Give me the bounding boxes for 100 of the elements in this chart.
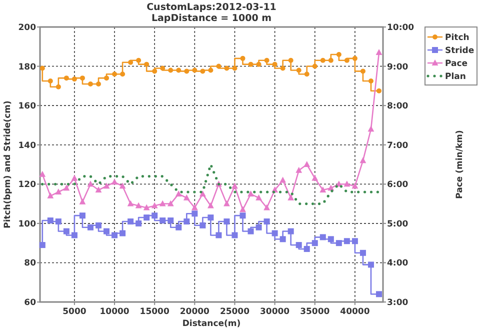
point — [192, 210, 198, 217]
point — [360, 157, 366, 164]
y-tick-label: 80 — [24, 258, 36, 269]
point — [304, 161, 310, 167]
point — [336, 52, 342, 57]
point — [128, 218, 134, 224]
point — [71, 174, 78, 181]
point — [304, 246, 310, 252]
y2-tick-label: 8:00 — [387, 102, 408, 112]
point — [152, 212, 158, 219]
point — [368, 78, 374, 84]
point — [191, 204, 198, 210]
point — [200, 222, 206, 228]
point — [368, 126, 374, 132]
legend-label: Pitch — [445, 33, 470, 43]
point — [96, 81, 101, 86]
point — [208, 214, 214, 221]
point — [192, 68, 198, 73]
point — [63, 184, 70, 191]
y2-tick-label: 6:00 — [387, 180, 408, 190]
point — [136, 58, 142, 63]
point — [47, 217, 54, 224]
point — [360, 68, 366, 74]
point — [176, 224, 182, 230]
point — [40, 66, 45, 71]
point — [112, 72, 118, 77]
point — [352, 182, 358, 189]
point — [87, 224, 94, 230]
point — [160, 217, 166, 224]
point — [344, 238, 350, 244]
point — [288, 58, 294, 63]
y2-tick-label: 7:00 — [387, 140, 408, 151]
point — [304, 72, 310, 77]
x-tick-label: 30000 — [260, 307, 290, 317]
point — [296, 166, 302, 173]
point — [232, 182, 238, 189]
point — [320, 58, 326, 63]
point — [112, 232, 118, 238]
y2-tick-label: 4:00 — [387, 258, 408, 269]
point — [135, 202, 142, 208]
point — [175, 190, 182, 196]
x-tick-label: 40000 — [340, 307, 370, 317]
point — [328, 58, 334, 63]
point — [232, 232, 238, 238]
line-series — [41, 163, 380, 206]
point — [79, 212, 86, 219]
point — [167, 200, 174, 206]
point — [288, 194, 294, 200]
point — [72, 76, 77, 82]
point — [71, 232, 78, 238]
y2-tick-label: 3:00 — [387, 298, 408, 308]
point — [248, 190, 254, 196]
point — [328, 236, 334, 242]
x-axis-title: Distance(m) — [182, 319, 241, 329]
point — [127, 200, 134, 206]
point — [224, 66, 230, 71]
point — [39, 242, 46, 248]
point — [224, 200, 230, 206]
point — [368, 262, 374, 268]
point — [183, 194, 190, 200]
x-tick-label: 20000 — [180, 307, 210, 317]
point — [208, 202, 214, 208]
point — [63, 228, 70, 234]
point — [216, 232, 222, 238]
point — [168, 217, 174, 224]
point — [240, 206, 246, 212]
point — [272, 62, 278, 67]
point — [128, 60, 134, 65]
y-tick-label: 180 — [18, 62, 36, 72]
point — [96, 222, 102, 228]
point — [200, 68, 206, 74]
point — [256, 224, 262, 230]
point — [184, 218, 190, 224]
point — [344, 58, 350, 63]
point — [120, 230, 126, 236]
point — [232, 66, 238, 71]
point — [224, 218, 230, 224]
point — [79, 198, 86, 204]
y2-tick-label: 5:00 — [387, 219, 408, 230]
point — [95, 186, 102, 193]
point — [168, 68, 174, 73]
point — [151, 202, 158, 208]
point — [256, 62, 262, 67]
x-tick-label: 35000 — [300, 307, 330, 317]
point — [143, 204, 150, 210]
point — [152, 68, 158, 74]
point — [264, 58, 270, 63]
point — [39, 170, 46, 177]
point — [280, 176, 286, 183]
y2-tick-label: 9:00 — [387, 62, 408, 72]
point — [320, 186, 326, 193]
point — [352, 238, 358, 244]
x-tick-label: 25000 — [220, 307, 250, 317]
y-tick-label: 160 — [18, 102, 36, 112]
point — [280, 236, 286, 242]
point — [280, 66, 286, 71]
x-tick-label: 15000 — [140, 307, 170, 317]
point — [111, 178, 118, 185]
y-axis-title: Pitch(bpm) and Stride(cm) — [3, 100, 13, 228]
point — [312, 64, 318, 69]
